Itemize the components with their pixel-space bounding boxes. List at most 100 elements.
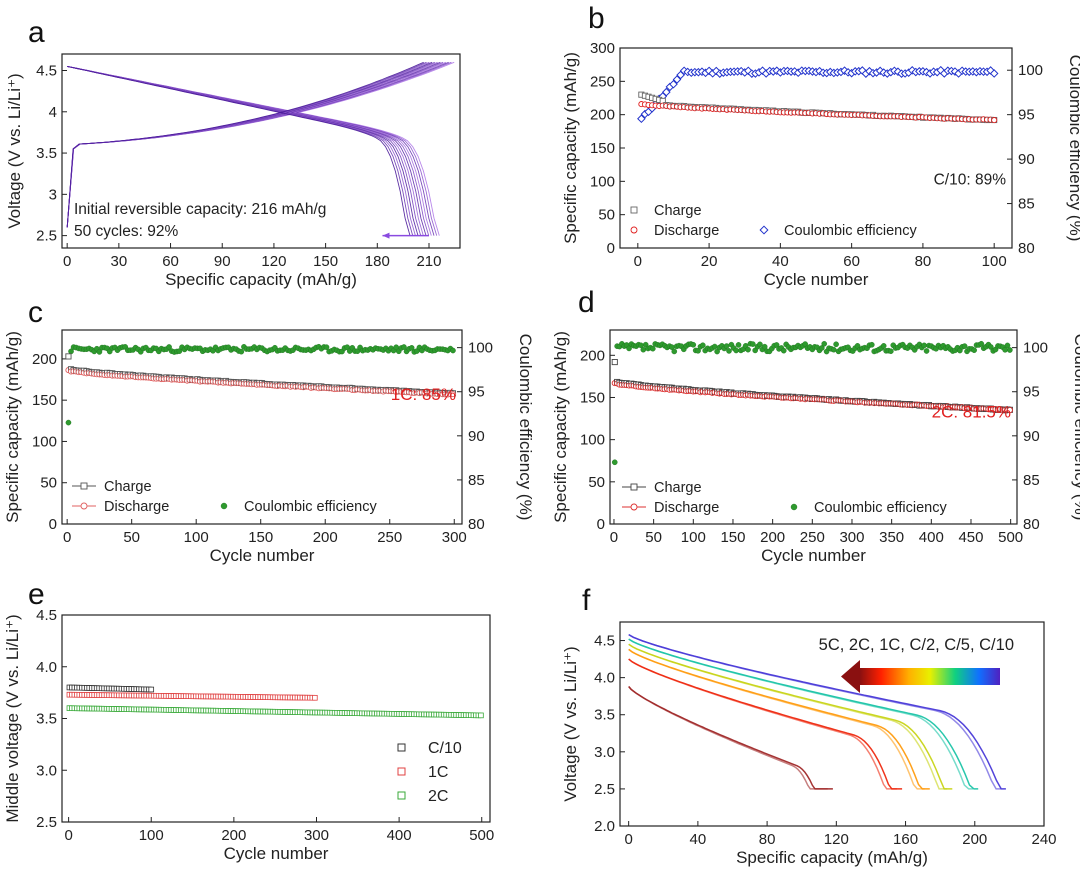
ce-marker <box>733 347 739 354</box>
x-tick-label: 450 <box>958 529 983 546</box>
ce-marker <box>971 347 977 353</box>
ce-marker <box>923 348 930 354</box>
y-tick-label: 2.5 <box>36 228 57 245</box>
y-tick-label: 150 <box>580 389 605 406</box>
discharge-curve-1C <box>628 648 925 790</box>
x-tick-label: 60 <box>843 253 860 270</box>
ce-marker <box>401 344 407 350</box>
x-axis-label: Cycle number <box>224 844 329 863</box>
discharge-curve-5C <box>628 686 833 790</box>
discharge-curve-C/5 <box>628 638 979 790</box>
discharge-curve-C/10 <box>628 633 1001 790</box>
retention-annotation: 1C: 85% <box>391 385 456 404</box>
ce-marker <box>833 341 839 348</box>
x-tick-label: 150 <box>313 253 338 270</box>
y-right-tick-label: 100 <box>1018 62 1043 79</box>
y-tick-label: 2.5 <box>594 781 615 798</box>
legend-marker <box>630 483 638 491</box>
x-tick-label: 210 <box>416 253 441 270</box>
x-tick-label: 180 <box>365 253 390 270</box>
y-tick-label: 0 <box>607 240 615 257</box>
ce-marker <box>672 75 682 84</box>
x-tick-label: 250 <box>800 529 825 546</box>
y-tick-label: 2.0 <box>594 818 615 835</box>
x-tick-label: 80 <box>759 831 776 848</box>
legend-label: Discharge <box>654 223 719 239</box>
y-tick-label: 4.5 <box>36 607 57 624</box>
panel-e: e 0 100 200 300 400 500 2.5 3.0 3.5 4.0 4.5 Cycle nu… <box>3 578 494 863</box>
ce-marker <box>880 343 887 349</box>
legend-marker <box>397 743 406 752</box>
ce-marker <box>750 341 756 347</box>
legend-label: Charge <box>654 480 702 496</box>
legend-marker <box>397 791 406 800</box>
legend-marker <box>630 206 638 214</box>
y-tick-label: 3.5 <box>594 707 615 724</box>
panel-letter: a <box>28 16 45 49</box>
x-tick-label: 100 <box>681 529 706 546</box>
middle-voltage-marker <box>478 712 484 719</box>
plot-frame <box>609 329 1018 525</box>
y-tick-label: 50 <box>598 207 615 224</box>
annotation-initial-capacity: Initial reversible capacity: 216 mAh/g <box>74 201 326 218</box>
x-tick-label: 100 <box>184 529 209 546</box>
retention-annotation: 2C: 81.5% <box>932 403 1011 422</box>
y-axis-label: Voltage (V vs. Li/Li⁺) <box>5 73 24 228</box>
ce-marker <box>723 343 730 349</box>
ce-marker <box>711 343 718 350</box>
x-tick-label: 90 <box>214 253 231 270</box>
y-tick-label: 4 <box>49 104 57 121</box>
x-axis-label: Cycle number <box>761 546 866 565</box>
ce-marker <box>637 114 646 124</box>
y-tick-label: 4.0 <box>594 670 615 687</box>
legend-label: Coulombic efficiency <box>814 500 947 516</box>
panel-letter: e <box>28 578 45 611</box>
discharge-curve <box>67 65 411 236</box>
ce-marker <box>640 346 647 353</box>
discharge-marker <box>1006 407 1013 414</box>
x-tick-label: 60 <box>162 253 179 270</box>
x-tick-label: 150 <box>248 529 273 546</box>
ce-marker <box>757 341 763 348</box>
x-tick-label: 400 <box>387 827 412 844</box>
ce-marker <box>323 344 330 350</box>
x-tick-label: 250 <box>377 529 402 546</box>
y-tick-label: 100 <box>590 173 615 190</box>
ce-marker <box>978 340 985 347</box>
rate-arrow-head <box>841 660 860 693</box>
y-tick-label: 100 <box>580 432 605 449</box>
y-right-tick-label: 80 <box>1023 516 1040 533</box>
legend-label: Coulombic efficiency <box>244 499 377 515</box>
discharge-curve-C/5 <box>628 638 973 790</box>
y-tick-label: 300 <box>590 40 615 57</box>
panel-letter: f <box>582 584 591 617</box>
ce-marker <box>961 343 968 349</box>
y-right-axis-label: Coulombic efficiency (%) <box>516 334 535 521</box>
x-tick-label: 0 <box>610 529 618 546</box>
x-tick-label: 50 <box>123 529 140 546</box>
ce-marker <box>671 348 678 355</box>
ce-marker <box>761 343 768 350</box>
rate-annotation: 5C, 2C, 1C, C/2, C/5, C/10 <box>819 636 1014 654</box>
y-right-tick-label: 90 <box>1023 428 1040 445</box>
y-axis-label: Specific capacity (mAh/g) <box>551 331 570 523</box>
y-right-tick-label: 100 <box>1023 340 1048 357</box>
discharge-curve-5C <box>628 686 828 790</box>
x-tick-label: 300 <box>839 529 864 546</box>
ce-marker <box>745 346 751 353</box>
y-tick-label: 0 <box>49 516 57 533</box>
ce-marker <box>176 348 183 354</box>
x-tick-label: 100 <box>139 827 164 844</box>
legend-label: 2C <box>428 788 448 805</box>
middle-voltage-marker <box>148 686 155 693</box>
ce-marker <box>735 342 742 348</box>
x-tick-label: 80 <box>915 253 932 270</box>
x-tick-label: 0 <box>64 827 72 844</box>
x-tick-label: 500 <box>469 827 494 844</box>
x-tick-label: 240 <box>1031 831 1056 848</box>
ce-marker <box>65 419 72 426</box>
ce-marker <box>238 348 245 355</box>
panel-b: b 0 20 40 60 80 100 0 50 100 150 200 250 300 80 85 90 95 1… <box>561 2 1080 289</box>
y-axis-label: Middle voltage (V vs. Li/Li⁺) <box>3 614 22 822</box>
y-right-tick-label: 85 <box>1023 472 1040 489</box>
